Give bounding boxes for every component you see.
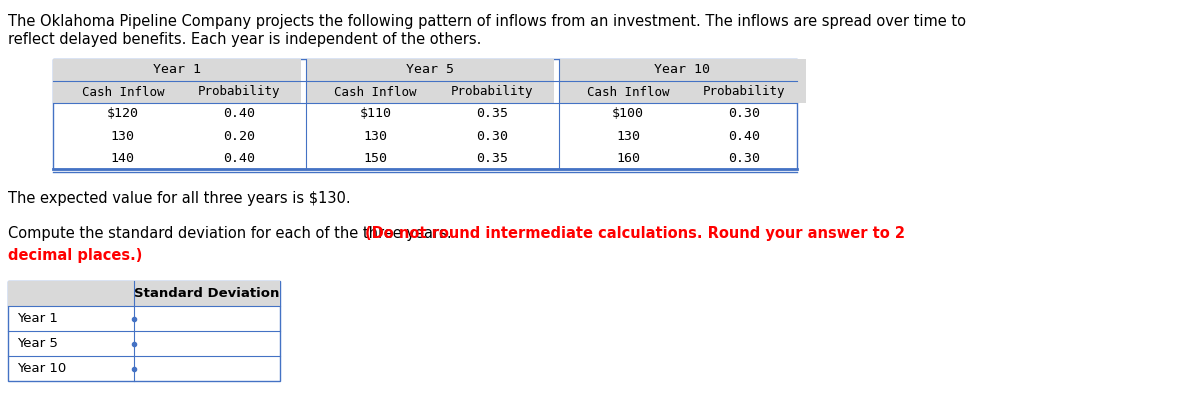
Text: 0.40: 0.40 bbox=[223, 107, 256, 120]
Bar bbox=[7, 281, 280, 306]
Text: (Do not round intermediate calculations. Round your answer to 2: (Do not round intermediate calculations.… bbox=[365, 226, 905, 241]
Text: 130: 130 bbox=[364, 130, 388, 143]
Text: 0.35: 0.35 bbox=[476, 152, 508, 164]
Text: Year 1: Year 1 bbox=[154, 63, 202, 76]
Bar bbox=[7, 281, 280, 306]
Text: $120: $120 bbox=[107, 107, 139, 120]
Text: 160: 160 bbox=[616, 152, 640, 164]
Text: 0.30: 0.30 bbox=[476, 130, 508, 143]
Text: 150: 150 bbox=[364, 152, 388, 164]
Text: Year 10: Year 10 bbox=[18, 362, 67, 375]
Text: 0.40: 0.40 bbox=[223, 152, 256, 164]
Text: 140: 140 bbox=[110, 152, 134, 164]
Text: Year 5: Year 5 bbox=[18, 337, 59, 350]
Bar bbox=[7, 281, 280, 381]
Text: Year 10: Year 10 bbox=[654, 63, 710, 76]
Text: Standard Deviation: Standard Deviation bbox=[134, 287, 280, 300]
Bar bbox=[559, 59, 806, 81]
Text: 0.35: 0.35 bbox=[476, 107, 508, 120]
Bar bbox=[559, 81, 806, 103]
Text: The expected value for all three years is $130.: The expected value for all three years i… bbox=[7, 191, 350, 206]
Text: Probability: Probability bbox=[450, 86, 533, 99]
Bar bbox=[306, 59, 553, 81]
Bar bbox=[306, 81, 553, 103]
Text: 130: 130 bbox=[110, 130, 134, 143]
Text: Cash Inflow: Cash Inflow bbox=[82, 86, 164, 99]
Bar bbox=[54, 59, 301, 81]
Text: Probability: Probability bbox=[198, 86, 281, 99]
Text: 130: 130 bbox=[616, 130, 640, 143]
Text: Year 5: Year 5 bbox=[406, 63, 454, 76]
Text: decimal places.): decimal places.) bbox=[7, 248, 142, 263]
Text: $100: $100 bbox=[612, 107, 644, 120]
Bar bbox=[54, 81, 301, 103]
Bar bbox=[54, 59, 797, 169]
Text: 0.30: 0.30 bbox=[728, 107, 761, 120]
Text: The Oklahoma Pipeline Company projects the following pattern of inflows from an : The Oklahoma Pipeline Company projects t… bbox=[7, 14, 966, 29]
Text: Cash Inflow: Cash Inflow bbox=[587, 86, 670, 99]
Text: Year 1: Year 1 bbox=[18, 312, 59, 325]
Text: reflect delayed benefits. Each year is independent of the others.: reflect delayed benefits. Each year is i… bbox=[7, 32, 481, 47]
Text: Compute the standard deviation for each of the three years.: Compute the standard deviation for each … bbox=[7, 226, 456, 241]
Text: Cash Inflow: Cash Inflow bbox=[334, 86, 416, 99]
Text: Probability: Probability bbox=[703, 86, 786, 99]
Text: 0.30: 0.30 bbox=[728, 152, 761, 164]
Text: 0.40: 0.40 bbox=[728, 130, 761, 143]
Text: $110: $110 bbox=[359, 107, 391, 120]
Text: 0.20: 0.20 bbox=[223, 130, 256, 143]
